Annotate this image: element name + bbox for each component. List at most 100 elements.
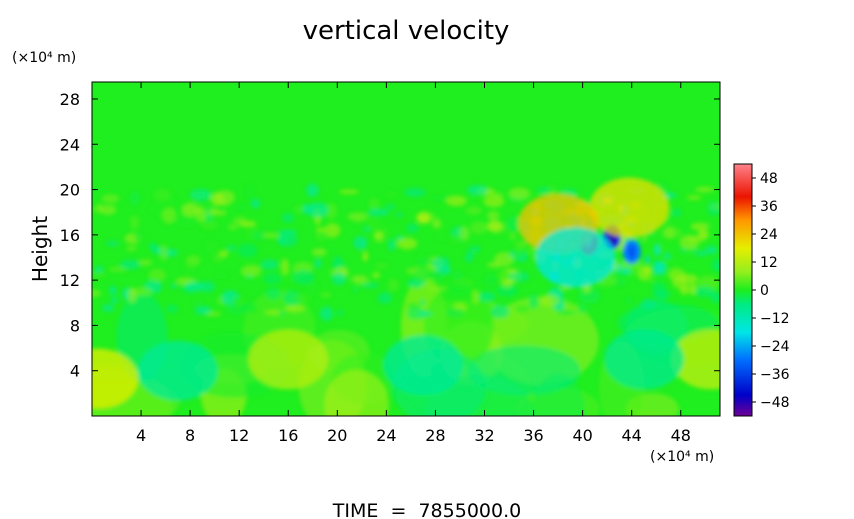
field-cell [653,244,660,257]
field-cell [231,296,246,307]
field-cell [227,223,239,231]
field-cell [697,229,709,240]
field-cell [194,305,212,315]
field-cell [671,208,682,217]
field-cell [126,246,137,251]
field-cell [372,272,381,279]
plot-frame [91,81,721,417]
field-cell [181,202,200,217]
field-cell [645,255,651,264]
x-tick-label: 24 [376,426,396,445]
field-cell [419,299,426,306]
field-cell [306,183,319,197]
field-cell [361,283,380,288]
field-cell [148,268,167,282]
field-feature [671,329,720,390]
field-cell [367,209,390,216]
x-tick-label: 28 [425,426,445,445]
field-cell [406,306,427,320]
field-cell [301,203,312,215]
field-cell [323,369,389,416]
field-cell [411,278,422,290]
field-cell [94,266,104,273]
field-cell [100,204,117,216]
field-cell [417,311,433,316]
field-cell [487,210,500,221]
field-feature [535,227,616,288]
field-cell [186,266,194,272]
x-axis: 4 8 12 16 20 24 28 32 36 40 44 48 [136,82,691,445]
field-cell [432,257,450,270]
field-cell [353,220,363,226]
field-cell [578,288,601,304]
x-tick-label: 48 [671,426,691,445]
field-cell [695,250,708,257]
field-cell [315,230,329,241]
field-cell [292,293,310,302]
field-cell [277,229,298,235]
colorbar-tick-label: −12 [760,311,790,327]
field-cell [508,187,531,200]
y-tick-label: 16 [60,226,80,245]
field-cell [368,198,380,209]
time-footer: TIME = 7855000.0 [332,500,521,519]
field-cell [102,304,115,312]
field-cell [311,248,327,256]
x-tick-label: 32 [474,426,494,445]
field-cell [653,261,666,276]
field-cell [445,195,467,207]
field-cell [406,223,419,233]
field-cell [556,309,576,317]
field-cell [226,305,249,315]
field-cell [483,196,505,208]
field-cell [466,345,581,396]
field-cell [373,232,384,238]
field-cell [688,281,697,296]
y-axis-label: Height [28,216,52,282]
field-cell [245,183,253,199]
field-cell [663,253,672,259]
field-cell [237,205,247,210]
field-cell [451,233,460,244]
field-cell [452,271,464,280]
field-cell [395,212,403,218]
field-feature [248,329,329,390]
field-cell [695,186,715,193]
field-cell [261,259,279,270]
field-cell [204,239,218,253]
field-cell [506,216,523,231]
field-feature [383,335,464,396]
x-unit-label: (×10⁴ m) [650,449,714,465]
colorbar-tick-label: −24 [760,339,790,355]
colorbar-tick-label: 24 [760,227,778,243]
field-cell [625,295,633,307]
field-cell [213,253,224,263]
field-cell [417,257,435,266]
field-cell [129,215,140,230]
field-cell [161,207,177,224]
field-cell [668,268,686,282]
field-cell [494,269,512,282]
colorbar-tick-label: 48 [760,171,778,187]
field-cell [353,236,368,250]
field-feature [603,329,684,390]
field-cell [528,294,540,309]
field-cell [319,306,333,321]
field-cell [332,255,344,271]
field-cell [278,232,298,247]
y-tick-label: 28 [60,90,80,109]
field-cell [539,294,560,307]
field-cell [92,271,107,279]
field-cell [200,220,219,230]
field-cell [324,223,341,238]
colorbar-tick-label: 36 [760,199,778,215]
field-cell [445,307,465,318]
field-blobs [92,177,720,416]
y-unit-label: (×10⁴ m) [12,50,76,66]
colorbar [733,163,753,417]
field-cell [714,262,720,272]
field-cell [206,209,227,216]
plot-area [92,82,720,416]
field-cell [336,309,344,316]
